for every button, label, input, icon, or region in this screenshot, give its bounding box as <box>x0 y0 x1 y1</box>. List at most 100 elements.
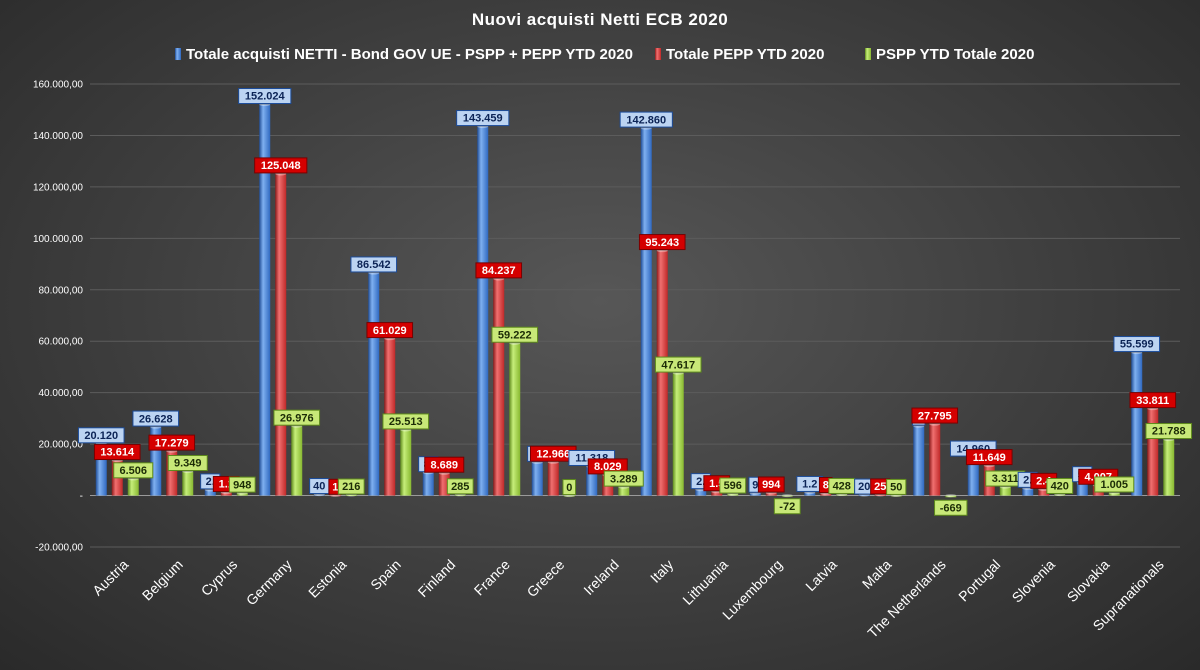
legend-entry-3: PSPP YTD Totale 2020 <box>876 46 1034 63</box>
bar-germany-series-3 <box>291 426 303 496</box>
x-tick-label-finland: Finland <box>415 556 459 600</box>
bar-supranationals-series-3 <box>1163 439 1175 496</box>
bar-ireland-series-3 <box>618 487 630 496</box>
data-label-box <box>1145 423 1193 440</box>
x-tick-label-lithuania: Lithuania <box>679 556 731 608</box>
data-label-ireland-series-3: 3.289 <box>610 473 638 485</box>
legend: Totale acquisti NETTI - Bond GOV UE - PS… <box>175 46 1034 63</box>
data-label-france-series-3: 59.222 <box>498 329 532 341</box>
data-label-box <box>475 262 523 279</box>
bar-latvia-series-2 <box>820 493 832 496</box>
data-label-italy-series-2: 95.243 <box>645 237 679 249</box>
bar-cyprus-series-2 <box>220 492 232 496</box>
data-label-box <box>350 256 398 273</box>
data-label-portugal-series-2: 11.649 <box>973 452 1006 464</box>
bar-estonia-series-2 <box>329 495 341 497</box>
y-tick-label: -20.000,00 <box>35 543 83 554</box>
bar-lithuania-series-3 <box>727 494 739 496</box>
x-tick-label-slovenia: Slovenia <box>1009 556 1058 605</box>
data-label-estonia-series-1: 40 <box>313 481 325 493</box>
y-tick-label: 120.000,00 <box>33 182 83 193</box>
data-label-slovenia-series-1: 2. <box>1023 475 1032 487</box>
data-label-spain-series-3: 25.513 <box>389 416 423 428</box>
data-label-greece-series-3: 0 <box>566 482 572 494</box>
data-label-box <box>603 470 644 487</box>
data-label-box <box>167 455 208 472</box>
y-tick-label: 160.000,00 <box>33 80 83 91</box>
bar-greece-series-3 <box>563 495 575 497</box>
bar-belgium-series-1 <box>150 427 162 496</box>
legend-swatch-3 <box>865 48 871 60</box>
data-label-the-netherlands-series-2: 27.795 <box>918 410 952 422</box>
data-label-cyprus-series-1: 2. <box>206 476 215 488</box>
y-tick-label: 20.000,00 <box>39 440 84 451</box>
y-tick-label: 140.000,00 <box>33 131 83 142</box>
x-tick-label-austria: Austria <box>89 556 131 598</box>
x-tick-label-malta: Malta <box>859 556 895 592</box>
data-label-box <box>654 356 702 373</box>
legend-entry-2: Totale PEPP YTD 2020 <box>666 46 824 63</box>
data-label-belgium-series-3: 9.349 <box>174 458 202 470</box>
bar-supranationals-series-2 <box>1147 408 1159 496</box>
data-label-spain-series-2: 61.029 <box>373 325 407 337</box>
bar-luxembourg-series-2 <box>765 492 777 496</box>
bar-malta-series-3 <box>890 495 902 497</box>
data-label-box <box>113 462 154 479</box>
data-label-germany-series-2: 125.048 <box>261 160 301 172</box>
data-label-slovakia-series-3: 1.005 <box>1100 479 1128 491</box>
bar-luxembourg-series-3 <box>781 495 793 497</box>
bar-latvia-series-3 <box>836 494 848 496</box>
data-label-box <box>757 476 785 493</box>
x-tick-label-france: France <box>471 556 513 598</box>
data-label-luxembourg-series-2: 994 <box>762 479 781 491</box>
bar-slovenia-series-3 <box>1054 494 1066 496</box>
x-tick-label-germany: Germany <box>243 556 295 608</box>
data-label-greece-series-2: 12.966 <box>536 448 570 460</box>
data-label-box <box>1129 392 1177 409</box>
x-tick-label-italy: Italy <box>647 556 676 585</box>
data-label-cyprus-series-3: 948 <box>233 479 251 491</box>
data-label-ireland-series-2: 8.029 <box>594 461 622 473</box>
bar-the-netherlands-series-1 <box>913 426 925 496</box>
bar-spain-series-1 <box>368 272 380 496</box>
bar-lithuania-series-1 <box>695 489 707 496</box>
data-label-lithuania-series-3: 596 <box>724 480 742 492</box>
data-label-supranationals-series-1: 55.599 <box>1120 339 1154 351</box>
data-label-estonia-series-2: 1 <box>332 481 338 493</box>
data-label-spain-series-1: 86.542 <box>357 259 391 271</box>
data-label-france-series-1: 143.459 <box>463 113 503 125</box>
x-tick-label-latvia: Latvia <box>802 556 840 594</box>
data-label-malta-series-1: 20 <box>858 481 870 493</box>
data-label-austria-series-2: 13.614 <box>100 447 135 459</box>
bar-germany-series-1 <box>259 104 271 496</box>
bar-austria-series-3 <box>127 478 139 496</box>
bar-portugal-series-1 <box>967 457 979 496</box>
data-label-box <box>638 234 686 251</box>
data-label-luxembourg-series-1: 9 <box>752 479 758 491</box>
legend-entry-1: Totale acquisti NETTI - Bond GOV UE - PS… <box>186 46 633 63</box>
data-label-germany-series-3: 26.976 <box>280 412 314 424</box>
data-label-box <box>446 478 474 495</box>
data-label-box <box>93 444 141 461</box>
data-label-latvia-series-1: 1.2 <box>802 479 817 491</box>
bar-supranationals-series-1 <box>1131 352 1143 496</box>
bar-estonia-series-1 <box>313 494 325 496</box>
x-tick-label-portugal: Portugal <box>955 556 1003 604</box>
data-label-france-series-2: 84.237 <box>482 265 516 277</box>
data-label-estonia-series-3: 216 <box>342 481 360 493</box>
bar-belgium-series-3 <box>182 471 194 496</box>
data-label-box <box>886 478 907 495</box>
bar-portugal-series-3 <box>999 487 1011 496</box>
chart-title: Nuovi acquisti Netti ECB 2020 <box>472 10 728 29</box>
x-tick-label-greece: Greece <box>524 556 568 600</box>
bar-germany-series-2 <box>275 173 287 496</box>
y-axis: -20.000,00-20.000,0040.000,0060.000,0080… <box>33 80 83 554</box>
data-label-malta-series-2: 25 <box>874 481 886 493</box>
x-tick-label-cyprus: Cyprus <box>198 556 241 599</box>
bar-ireland-series-1 <box>586 466 598 496</box>
data-label-supranationals-series-3: 21.788 <box>1152 426 1186 438</box>
bar-cyprus-series-1 <box>204 489 216 496</box>
data-label-box <box>238 88 292 105</box>
data-label-portugal-series-3: 3.311 <box>992 473 1019 485</box>
bar-france-series-1 <box>477 126 489 496</box>
